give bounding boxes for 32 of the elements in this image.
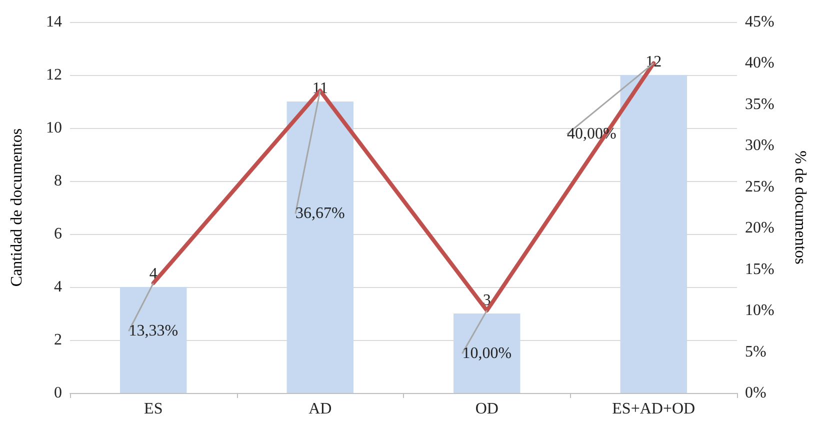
data-label: 4: [149, 266, 158, 282]
data-label: 10,00%: [462, 345, 512, 362]
y2-axis-title: % de documentos: [792, 150, 808, 264]
y-tick-label: 10: [46, 120, 62, 136]
y2-tick-label: 20%: [745, 220, 774, 237]
y-axis-title: Cantidad de documentos: [8, 128, 26, 287]
y2-tick-label: 5%: [745, 343, 766, 360]
bar: [454, 314, 520, 393]
x-tick-label: AD: [308, 400, 332, 418]
y-tick-label: 12: [46, 66, 62, 84]
bar: [286, 102, 354, 393]
y-tick-label: 8: [54, 172, 62, 190]
y2-tick-label: 40%: [745, 54, 774, 72]
y2-tick-label: 30%: [745, 137, 774, 154]
bar: [120, 287, 187, 393]
y2-tick-label: 10%: [745, 302, 774, 320]
y-tick-label: 0: [54, 384, 62, 402]
y2-tick-label: 45%: [745, 14, 774, 30]
y2-tick-label: 25%: [745, 178, 774, 196]
data-label: 13,33%: [128, 322, 178, 340]
x-tick-label: ES+AD+OD: [612, 400, 696, 418]
x-tick-label: OD: [475, 400, 498, 418]
bar: [620, 75, 687, 393]
y2-tick-label: 0%: [745, 384, 766, 402]
y-tick-label: 6: [54, 226, 62, 242]
y2-tick-label: 15%: [745, 260, 774, 278]
y-tick-label: 14: [46, 14, 62, 30]
data-label: 36,67%: [295, 205, 345, 222]
y-tick-label: 4: [54, 278, 62, 296]
x-tick-label: ES: [144, 400, 163, 418]
y2-tick-label: 35%: [745, 96, 774, 113]
y-tick-label: 2: [54, 332, 62, 348]
